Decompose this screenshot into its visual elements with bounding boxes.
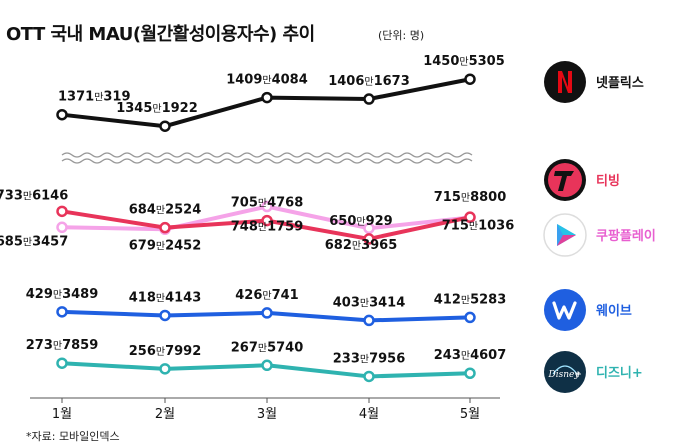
x-tick-label-2: 2월 — [155, 407, 175, 422]
data-label-coupang-play-3: 748만1759 — [231, 220, 304, 235]
data-point-disney-plus-5 — [464, 367, 476, 379]
data-label-netflix-1: 1371만319 — [58, 90, 131, 105]
source-note: *자료: 모바일인덱스 — [26, 430, 120, 443]
data-label-tving-1: 733만6146 — [0, 188, 68, 203]
legend-label-netflix: 넷플릭스 — [596, 76, 644, 91]
data-point-disney-plus-1 — [56, 357, 68, 369]
data-point-tving-5 — [464, 211, 476, 223]
wavve-logo-icon — [544, 289, 586, 331]
axis-break-line-1 — [61, 152, 473, 158]
data-label-wavve-5: 412만5283 — [434, 292, 507, 307]
data-label-wavve-2: 418만4143 — [129, 290, 202, 305]
chart-title: OTT 국내 MAU(월간활성이용자수) 추이 — [6, 24, 315, 45]
legend-label-disney-plus: 디즈니+ — [596, 365, 643, 381]
data-label-wavve-4: 403만3414 — [333, 295, 406, 310]
data-point-tving-3 — [261, 214, 273, 227]
data-label-disney-plus-4: 233만7956 — [333, 351, 406, 366]
data-point-disney-plus-4 — [363, 370, 375, 383]
svg-text:+: + — [574, 370, 582, 380]
x-tick-label-5: 5월 — [460, 407, 480, 422]
unit-note: (단위: 명) — [378, 29, 425, 42]
data-label-coupang-play-1: 685만3457 — [0, 234, 68, 249]
data-label-tving-3: 705만4768 — [231, 196, 304, 211]
data-point-tving-2 — [159, 221, 171, 234]
data-point-coupang-play-1 — [56, 221, 68, 234]
svg-text:Disney: Disney — [548, 370, 581, 380]
data-label-tving-2: 684만2524 — [129, 203, 202, 218]
data-label-netflix-4: 1406만1673 — [328, 74, 410, 89]
data-label-wavve-1: 429만3489 — [26, 287, 99, 302]
axis-break-line-2 — [61, 158, 473, 164]
data-point-netflix-5 — [464, 73, 476, 85]
data-label-netflix-3: 1409만4084 — [226, 73, 308, 88]
data-point-wavve-1 — [56, 306, 68, 318]
data-point-netflix-3 — [261, 91, 273, 104]
data-label-tving-5: 715만8800 — [434, 190, 507, 205]
data-point-wavve-5 — [464, 311, 476, 324]
x-tick-label-4: 4월 — [359, 407, 379, 422]
data-point-coupang-play-3 — [261, 200, 273, 213]
coupang-play-logo-icon — [543, 213, 587, 257]
data-point-coupang-play-4 — [363, 222, 375, 234]
data-point-tving-4 — [363, 233, 375, 245]
legend-label-coupang-play: 쿠팡플레이 — [596, 228, 656, 244]
disney-plus-logo-icon: Disney + — [544, 351, 586, 393]
data-label-coupang-play-4: 682만3965 — [325, 238, 398, 253]
data-point-wavve-4 — [363, 314, 375, 327]
data-label-netflix-2: 1345만1922 — [116, 101, 198, 116]
data-label-disney-plus-1: 273만7859 — [26, 338, 99, 353]
data-label-disney-plus-2: 256만7992 — [129, 344, 202, 359]
data-point-disney-plus-3 — [261, 359, 273, 372]
data-label-wavve-3: 426만741 — [235, 288, 298, 303]
data-label-coupang-play-5: 715만1036 — [442, 218, 515, 233]
data-label-disney-plus-5: 243만4607 — [434, 348, 507, 363]
data-label-tving-4: 650만929 — [329, 214, 392, 229]
netflix-logo-icon — [544, 61, 586, 103]
x-tick-label-3: 3월 — [257, 407, 277, 422]
legend-label-tving: 티빙 — [596, 173, 620, 189]
tving-logo-icon — [544, 159, 586, 201]
data-point-netflix-2 — [159, 120, 171, 132]
data-label-netflix-5: 1450만5305 — [423, 54, 505, 69]
data-point-disney-plus-2 — [159, 363, 171, 375]
data-point-netflix-4 — [363, 93, 375, 105]
data-point-netflix-1 — [56, 108, 68, 121]
data-point-wavve-2 — [159, 309, 171, 322]
data-point-tving-1 — [56, 205, 68, 218]
data-point-wavve-3 — [261, 307, 273, 319]
x-tick-label-1: 1월 — [52, 407, 72, 422]
legend-label-wavve: 웨이브 — [596, 303, 632, 319]
data-label-disney-plus-3: 267만5740 — [231, 340, 304, 355]
data-label-coupang-play-2: 679만2452 — [129, 238, 202, 253]
